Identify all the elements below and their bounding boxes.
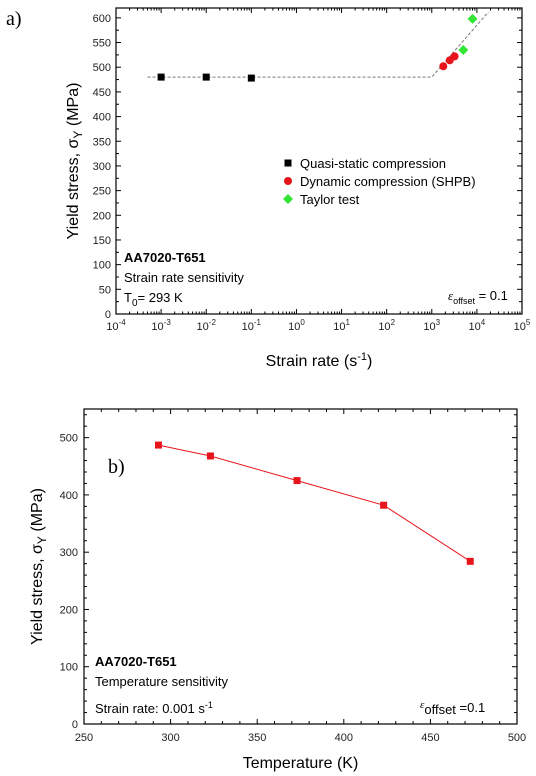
data-point-circle xyxy=(450,52,459,61)
x-tick-label: 10-3 xyxy=(151,318,171,333)
x-tick-label: 250 xyxy=(75,732,93,744)
panel-b-letter: b) xyxy=(108,456,125,478)
data-point-square xyxy=(380,501,388,509)
x-tick-label: 105 xyxy=(514,318,531,333)
x-axis-label: Temperature (K) xyxy=(243,755,359,772)
x-tick-label: 104 xyxy=(469,318,486,333)
y-tick-label: 0 xyxy=(105,309,111,321)
y-tick-label: 300 xyxy=(60,547,78,559)
x-tick-label: 10-2 xyxy=(197,318,217,333)
x-tick-label: 101 xyxy=(333,318,350,333)
y-tick-label: 200 xyxy=(60,604,78,616)
x-tick-label: 10-4 xyxy=(106,318,126,333)
chart-a-strain-rate: 0 50 100 150 200 250 300 350 400 450 500 550 600 10-4… xyxy=(65,7,531,370)
data-point-square xyxy=(157,73,165,81)
y-tick-label: 150 xyxy=(93,235,111,247)
annotation-subtitle: Temperature sensitivity xyxy=(95,674,228,689)
fit-line xyxy=(147,11,489,78)
data-point-square xyxy=(154,441,162,449)
data-point-circle xyxy=(439,62,448,71)
plot-frame xyxy=(115,7,523,315)
legend-label: Taylor test xyxy=(300,192,360,207)
annotation-subtitle: Strain rate sensitivity xyxy=(124,270,244,285)
annotation-title: AA7020-T651 xyxy=(124,250,206,265)
y-tick-label: 250 xyxy=(93,186,111,198)
x-tick-label: 450 xyxy=(421,732,439,744)
y-tick-label: 500 xyxy=(93,62,111,74)
y-tick-label: 300 xyxy=(93,161,111,173)
data-point-diamond xyxy=(467,13,478,24)
legend-marker-diamond xyxy=(283,194,293,204)
legend-label: Dynamic compression (SHPB) xyxy=(300,174,476,189)
y-tick-label: 200 xyxy=(93,210,111,222)
x-tick-label: 100 xyxy=(288,318,305,333)
y-tick-label: 400 xyxy=(60,490,78,502)
y-tick-label: 450 xyxy=(93,87,111,99)
annotation-temperature: T0= 293 K xyxy=(124,290,183,309)
x-tick-label: 350 xyxy=(248,732,266,744)
y-tick-label: 0 xyxy=(72,719,78,731)
x-tick-label: 300 xyxy=(161,732,179,744)
x-tick-label: 400 xyxy=(335,732,353,744)
y-tick-label: 500 xyxy=(60,433,78,445)
data-point-square xyxy=(466,557,474,565)
data-point-diamond xyxy=(458,44,469,55)
data-point-square xyxy=(293,477,301,485)
data-point-square xyxy=(202,73,210,81)
series-line xyxy=(158,444,471,562)
annotation-title: AA7020-T651 xyxy=(95,654,177,669)
data-point-square xyxy=(247,74,255,82)
y-tick-label: 100 xyxy=(60,662,78,674)
x-tick-label: 103 xyxy=(423,318,440,333)
y-tick-label: 50 xyxy=(99,284,111,296)
x-tick-label: 102 xyxy=(378,318,395,333)
y-axis-label: Yield stress, σY (MPa) xyxy=(65,83,85,240)
x-tick-label: 10-1 xyxy=(242,318,262,333)
data-point-square xyxy=(206,452,214,460)
y-tick-label: 550 xyxy=(93,38,111,50)
y-axis-label: Yield stress, σY (MPa) xyxy=(29,488,49,645)
annotation-strain-rate: Strain rate: 0.001 s-1 xyxy=(95,700,213,716)
x-tick-label: 500 xyxy=(508,732,526,744)
plot-frame xyxy=(83,408,518,725)
legend-label: Quasi-static compression xyxy=(300,156,446,171)
legend-marker-square xyxy=(284,159,292,167)
legend-marker-circle xyxy=(284,177,292,185)
x-axis-label: Strain rate (s-1) xyxy=(266,351,373,370)
y-tick-label: 400 xyxy=(93,112,111,124)
epsilon-offset-label: εoffset =0.1 xyxy=(420,699,485,717)
y-tick-label: 100 xyxy=(93,260,111,272)
y-tick-label: 600 xyxy=(93,13,111,25)
y-tick-label: 350 xyxy=(93,136,111,148)
panel-a-letter: a) xyxy=(6,8,22,30)
epsilon-offset-label: εoffset = 0.1 xyxy=(448,288,508,306)
